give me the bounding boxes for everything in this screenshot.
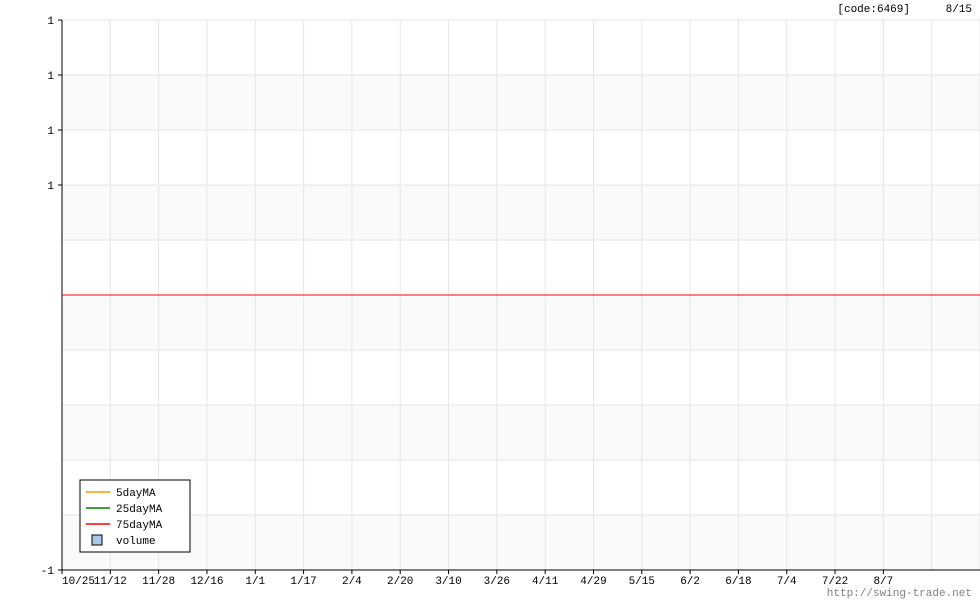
x-tick-label: 1/17 [290, 576, 316, 588]
x-tick-label: 11/28 [142, 576, 175, 588]
x-tick-label: 3/10 [435, 576, 461, 588]
x-tick-label: 7/4 [777, 576, 797, 588]
plot-band [62, 350, 980, 405]
y-tick-label: 1 [47, 181, 54, 193]
x-tick-label: 3/26 [484, 576, 510, 588]
y-tick-label: 1 [47, 71, 54, 83]
x-tick-label: 10/25 [62, 576, 95, 588]
chart-svg: 1 1 1 1 -1 10/2511/12 11/28 12/16 1/1 1/17 2/4 2/20… [0, 0, 980, 600]
plot-band [62, 20, 980, 75]
plot-band [62, 515, 980, 570]
plot-band [62, 405, 980, 460]
legend-label: volume [116, 536, 156, 548]
plot-band [62, 295, 980, 350]
y-tick-label: 1 [47, 16, 54, 28]
date-label: 8/15 [946, 4, 972, 16]
legend-label: 5dayMA [116, 488, 156, 500]
x-tick-label: 4/29 [580, 576, 606, 588]
stock-chart: 1 1 1 1 -1 10/2511/12 11/28 12/16 1/1 1/17 2/4 2/20… [0, 0, 980, 600]
x-tick-label: 2/20 [387, 576, 413, 588]
x-tick-label: 6/18 [725, 576, 751, 588]
y-tick-label: 1 [47, 126, 54, 138]
y-tick-label: -1 [41, 566, 55, 578]
plot-band [62, 75, 980, 130]
code-label: [code:6469] [837, 4, 910, 16]
x-tick-label: 1/1 [245, 576, 265, 588]
x-tick-label: 8/7 [873, 576, 893, 588]
plot-band [62, 460, 980, 515]
legend-label: 25dayMA [116, 504, 163, 516]
x-tick-label: 2/4 [342, 576, 362, 588]
source-url: http://swing-trade.net [827, 588, 972, 600]
plot-band [62, 130, 980, 185]
x-tick-label: 4/11 [532, 576, 559, 588]
x-tick-label: 5/15 [629, 576, 655, 588]
plot-band [62, 240, 980, 295]
legend-swatch-box [92, 535, 102, 545]
plot-band [62, 185, 980, 240]
legend-label: 75dayMA [116, 520, 163, 532]
x-tick-label: 6/2 [680, 576, 700, 588]
x-tick-label: 12/16 [190, 576, 223, 588]
x-tick-label: 11/12 [94, 576, 127, 588]
x-tick-label: 7/22 [822, 576, 848, 588]
